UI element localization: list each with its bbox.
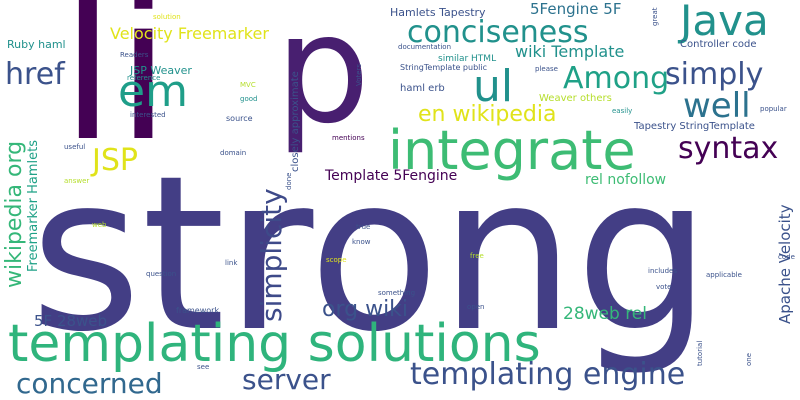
word-controller-code: Controller code — [680, 39, 757, 50]
word-freemarker-hamlets: Freemarker Hamlets — [26, 140, 41, 272]
word-open: open — [467, 303, 485, 311]
word-applicable: applicable — [706, 271, 742, 279]
word-templating-engine: templating engine — [410, 357, 686, 392]
word-5fengine-5f: 5Fengine 5F — [530, 0, 622, 18]
word-well: well — [683, 86, 751, 126]
word-includes: includes — [648, 267, 678, 275]
word-jsp: JSP — [92, 143, 138, 178]
word-5f-28web: 5F 28web — [34, 312, 108, 330]
word-syntax: syntax — [678, 131, 779, 166]
word-integrate: integrate — [388, 119, 636, 182]
word-hamlets-tapestry: Hamlets Tapestry — [390, 6, 486, 19]
word-know: know — [352, 238, 371, 246]
word-reference: reference — [127, 74, 161, 82]
word-rel-nofollow: rel nofollow — [585, 172, 667, 188]
word-em: em — [118, 66, 188, 117]
word-jsp-weaver: JSP Weaver — [130, 64, 192, 77]
word-org-wiki: org wiki — [322, 297, 409, 322]
word-one: one — [745, 352, 753, 366]
word-free: free — [470, 252, 484, 260]
word-mvc: MVC — [240, 81, 256, 89]
word-simply: simply — [665, 57, 764, 92]
word-haml-erb: haml erb — [400, 83, 445, 94]
word-link: link — [225, 259, 238, 267]
word-true: true — [356, 223, 371, 231]
word-mentions: mentions — [332, 134, 365, 142]
word-java: Java — [680, 0, 769, 45]
word-see: see — [197, 363, 210, 371]
word-question: question — [146, 270, 177, 278]
word-velocity-freemarker: Velocity Freemarker — [110, 24, 269, 43]
word-source: source — [226, 114, 253, 123]
word-server: server — [242, 363, 331, 396]
word-strong: strong — [30, 130, 712, 379]
word-scope: scope — [326, 256, 347, 264]
word-p: p — [275, 0, 371, 157]
word-ruby-haml: Ruby haml — [7, 38, 66, 51]
word-concerned: concerned — [16, 367, 163, 400]
word-good: good — [240, 95, 258, 103]
word-ul: ul — [473, 61, 514, 112]
word-simplicity: simplicity — [255, 188, 288, 322]
word-domain: domain — [220, 149, 247, 157]
word-weaver-others: Weaver others — [539, 93, 612, 104]
word-great: great — [651, 7, 659, 26]
word-among: Among — [563, 61, 670, 96]
word-28web-rel: 28web rel — [563, 304, 647, 324]
word-please: please — [535, 65, 558, 73]
word-readers: Readers — [120, 51, 149, 59]
word-li: li — [60, 0, 172, 186]
word-done: done — [285, 172, 293, 190]
word-voters: Voters — [355, 63, 363, 86]
word-wiki-template: wiki Template — [515, 42, 625, 61]
word-solution: solution — [153, 13, 181, 21]
word-answer: answer — [64, 177, 90, 185]
word-tutorial: tutorial — [696, 340, 704, 366]
word-popular: popular — [760, 105, 787, 113]
word-tapestry-stringtemplate: Tapestry StringTemplate — [634, 121, 755, 132]
word-documentation: documentation — [398, 43, 452, 51]
word-easily: easily — [612, 107, 633, 115]
word-framework: framework — [176, 306, 220, 315]
word-web: web — [92, 221, 107, 229]
word-something: something — [378, 289, 416, 297]
word-en-wikipedia: en wikipedia — [418, 102, 557, 127]
word-useful: useful — [64, 143, 86, 151]
word-apache-velocity: Apache Velocity — [776, 204, 794, 324]
word-wikipedia-org: wikipedia org — [2, 140, 27, 288]
word-href: href — [5, 57, 65, 92]
word-conciseness: conciseness — [407, 15, 589, 50]
word-similar-html: similar HTML — [438, 54, 497, 64]
word-template-5fengine: Template 5Fengine — [325, 168, 458, 184]
word-templating-solutions: templating solutions — [8, 314, 541, 374]
word-vote: vote — [656, 283, 672, 291]
word-code: code — [778, 253, 795, 261]
word-closely-approximate: closely approximate — [290, 71, 301, 172]
word-interested: interested — [130, 111, 166, 119]
word-stringtemplate-public: StringTemplate public — [400, 63, 487, 72]
